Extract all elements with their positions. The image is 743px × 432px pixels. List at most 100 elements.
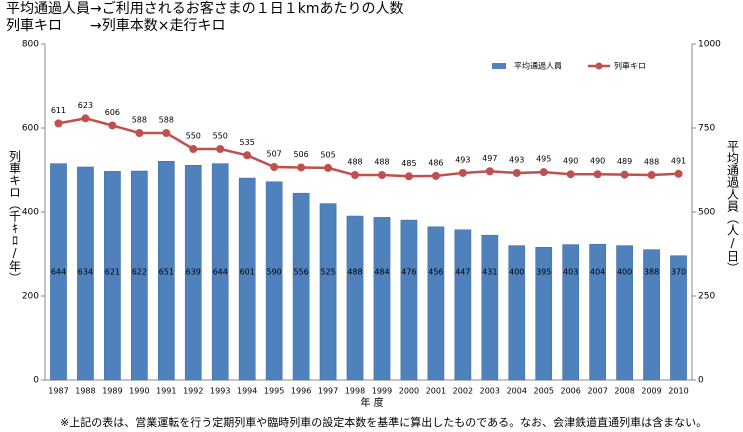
line <box>58 117 679 178</box>
legend-swatch <box>595 62 603 70</box>
line-value-label: 506 <box>293 150 308 159</box>
x-tick-label: 2000 <box>399 387 419 396</box>
bar-value-label: 621 <box>105 268 120 277</box>
bar-value-label: 370 <box>671 268 686 277</box>
bar <box>562 244 580 381</box>
y-tick-label: 0 <box>33 376 39 386</box>
x-tick-label: 2007 <box>587 387 607 396</box>
x-tick-label: 1999 <box>372 387 392 396</box>
line-marker <box>674 169 683 178</box>
bar <box>77 166 94 381</box>
line-marker <box>351 171 360 180</box>
line-marker <box>431 171 440 180</box>
x-tick-label: 1995 <box>264 387 284 396</box>
y2-axis-title: 平均通過人員（人/日） <box>726 140 740 274</box>
line-marker <box>647 171 656 180</box>
bar <box>508 245 526 381</box>
line-marker <box>593 170 602 179</box>
bar <box>292 192 310 381</box>
line-marker <box>377 171 386 180</box>
line-marker <box>162 129 171 138</box>
bar-value-label: 525 <box>320 268 335 277</box>
bar-value-label: 395 <box>536 268 551 277</box>
line-value-label: 505 <box>320 150 335 159</box>
x-tick-label: 1994 <box>237 387 257 396</box>
y-tick-label: 200 <box>22 292 39 302</box>
bar-value-label: 484 <box>374 268 389 277</box>
x-axis-title: 年 度 <box>360 396 383 409</box>
y-tick-label: 600 <box>22 124 39 134</box>
line-marker <box>135 129 144 138</box>
line-marker <box>189 145 198 153</box>
bar-value-label: 622 <box>132 268 147 277</box>
x-tick-label: 1997 <box>318 387 338 396</box>
x-tick-label: 1990 <box>129 387 149 396</box>
x-tick-label: 2009 <box>641 387 661 396</box>
line-value-label: 488 <box>374 158 389 167</box>
line-value-label: 550 <box>186 132 201 141</box>
bar-value-label: 403 <box>563 268 578 277</box>
line-marker <box>243 151 252 160</box>
line-value-label: 535 <box>240 138 255 147</box>
y2-tick-label: 0 <box>698 376 704 386</box>
x-tick-label: 1988 <box>75 387 95 396</box>
line-value-label: 488 <box>347 158 362 167</box>
bar <box>238 177 256 381</box>
bar <box>50 163 67 381</box>
bar-value-label: 488 <box>347 268 362 277</box>
line-value-label: 611 <box>51 106 66 115</box>
bar <box>481 234 499 381</box>
line-marker <box>216 145 225 153</box>
x-tick-label: 2002 <box>453 387 473 396</box>
bar-value-label: 634 <box>78 268 93 277</box>
line-marker <box>297 163 306 172</box>
y-tick-label: 800 <box>22 40 39 50</box>
line-marker <box>485 167 494 176</box>
line-value-label: 489 <box>617 157 632 166</box>
bar <box>616 245 633 381</box>
x-tick-label: 2004 <box>507 387 527 396</box>
line-value-label: 623 <box>78 101 93 110</box>
line-marker <box>539 168 548 177</box>
line-marker <box>54 119 63 128</box>
x-tick-label: 1993 <box>210 387 230 396</box>
bar <box>643 249 660 381</box>
y-tick-label: 400 <box>22 208 39 218</box>
bar-value-label: 644 <box>213 268 228 277</box>
bar <box>157 161 175 381</box>
bar <box>400 219 418 381</box>
line-value-label: 485 <box>401 159 416 168</box>
y2-tick-label: 500 <box>698 208 715 218</box>
line-value-label: 490 <box>590 157 605 166</box>
bar-value-label: 447 <box>455 268 470 277</box>
bar <box>427 226 445 381</box>
x-tick-label: 1989 <box>102 387 122 396</box>
line-marker <box>458 168 467 177</box>
line-marker <box>620 170 629 179</box>
bar-value-label: 476 <box>401 268 416 277</box>
line-value-label: 507 <box>267 150 282 159</box>
line-marker <box>108 121 117 130</box>
x-tick-label: 2003 <box>480 387 500 396</box>
bar <box>589 244 606 381</box>
line-value-label: 491 <box>671 156 686 165</box>
x-tick-label: 1991 <box>156 387 176 396</box>
y2-tick-label: 750 <box>698 124 715 134</box>
bar <box>184 165 202 381</box>
line-value-label: 493 <box>455 155 470 164</box>
chart-title: 平均通過人員→ご利用されるお客さまの１日１kmあたりの人数 <box>6 0 403 17</box>
y-axis-title: 列車キロ（千ｷﾛ/年） <box>8 150 22 284</box>
bar <box>104 171 121 381</box>
bar <box>131 170 148 381</box>
bar <box>373 217 391 381</box>
x-tick-label: 2008 <box>614 387 634 396</box>
legend-swatch <box>492 63 506 69</box>
bar <box>346 215 364 381</box>
x-tick-label: 2001 <box>426 387 446 396</box>
y2-tick-label: 1000 <box>698 40 721 50</box>
bar-value-label: 404 <box>590 268 605 277</box>
line-value-label: 490 <box>563 157 578 166</box>
x-tick-label: 1992 <box>183 387 203 396</box>
line-value-label: 606 <box>105 108 120 117</box>
